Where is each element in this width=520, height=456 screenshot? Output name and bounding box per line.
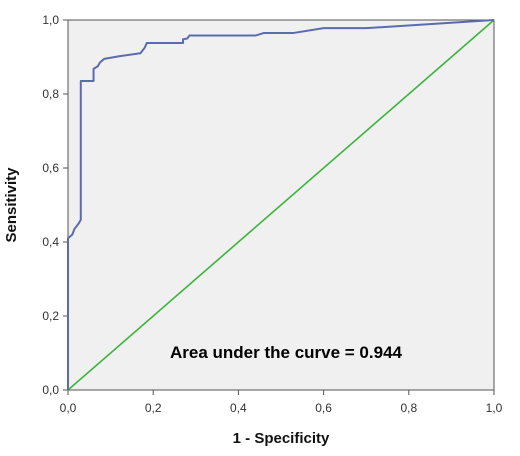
y-axis-title: Sensitivity: [3, 167, 20, 243]
auc-annotation: Area under the curve = 0.944: [170, 343, 403, 362]
reference-line: [67, 19, 495, 391]
y-tick-label: 0,8: [42, 87, 59, 101]
ticks-layer: 0,0 0,2 0,4 0,6 0,8 1,0 0,0 0,2 0,4 0,6 0,8 1,0: [42, 13, 502, 415]
y-tick-label: 0,6: [42, 161, 59, 175]
x-tick-label: 0,2: [145, 401, 162, 415]
roc-curve-line: [67, 19, 495, 390]
x-tick-label: 0,8: [400, 401, 417, 415]
x-tick-label: 0,0: [60, 401, 77, 415]
y-tick-label: 0,0: [42, 383, 59, 397]
x-tick-label: 1,0: [486, 401, 503, 415]
y-tick-label: 0,2: [42, 309, 59, 323]
y-tick-label: 1,0: [42, 13, 59, 27]
series-layer: [67, 19, 495, 391]
x-axis-title: 1 - Specificity: [233, 430, 330, 447]
x-tick-label: 0,4: [230, 401, 247, 415]
y-tick-label: 0,4: [42, 235, 59, 249]
x-tick-label: 0,6: [315, 401, 332, 415]
